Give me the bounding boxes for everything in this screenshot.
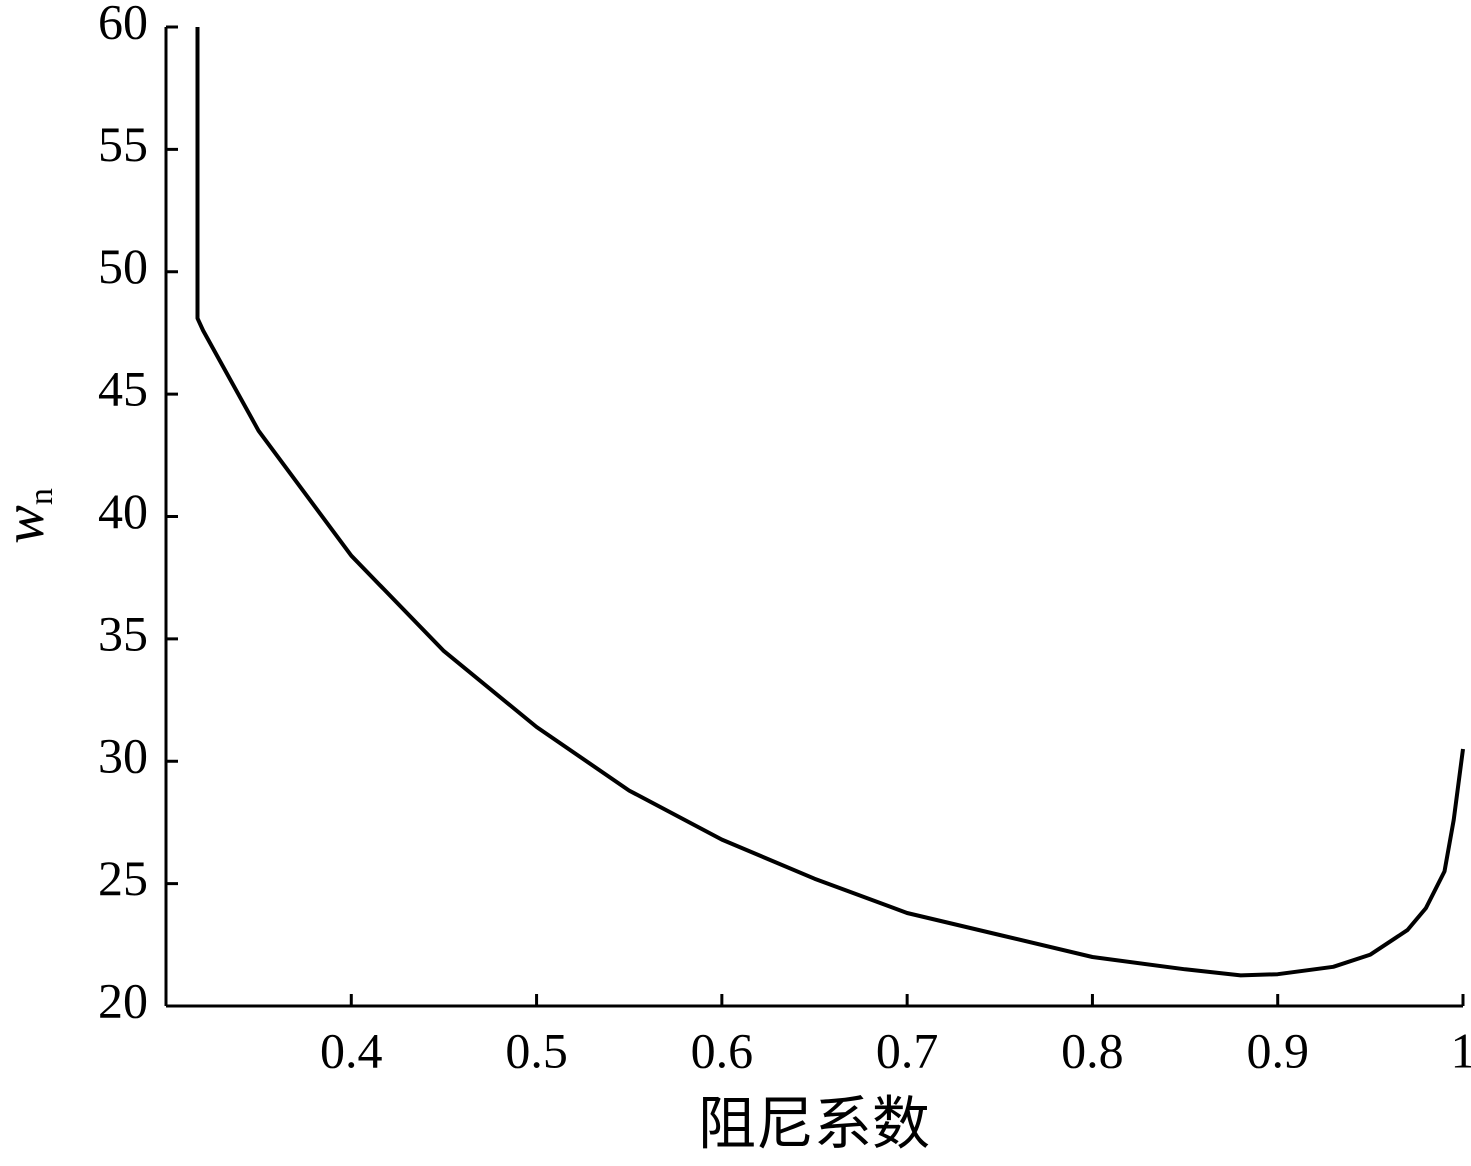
x-tick-label: 0.5 [505, 1022, 568, 1078]
x-tick-label: 1 [1451, 1022, 1471, 1078]
data-line [195, 27, 1465, 978]
y-tick-label: 45 [98, 361, 148, 417]
y-tick-label: 50 [98, 238, 148, 294]
y-tick-label: 30 [98, 728, 148, 784]
x-tick-label: 0.6 [691, 1022, 754, 1078]
x-tick-label: 0.9 [1246, 1022, 1309, 1078]
y-tick-label: 25 [98, 850, 148, 906]
y-label-main: w [0, 505, 56, 544]
y-axis-label: wn [0, 488, 60, 544]
y-tick-label: 60 [98, 0, 148, 49]
y-tick-label: 20 [98, 972, 148, 1028]
x-tick-label: 0.8 [1061, 1022, 1124, 1078]
y-tick-label: 40 [98, 483, 148, 539]
y-tick-label: 55 [98, 116, 148, 172]
y-tick-label: 35 [98, 605, 148, 661]
x-tick-label: 0.4 [320, 1022, 383, 1078]
x-tick-label: 0.7 [876, 1022, 939, 1078]
y-label-subscript: n [23, 488, 60, 505]
x-axis-label: 阻尼系数 [698, 1091, 930, 1156]
